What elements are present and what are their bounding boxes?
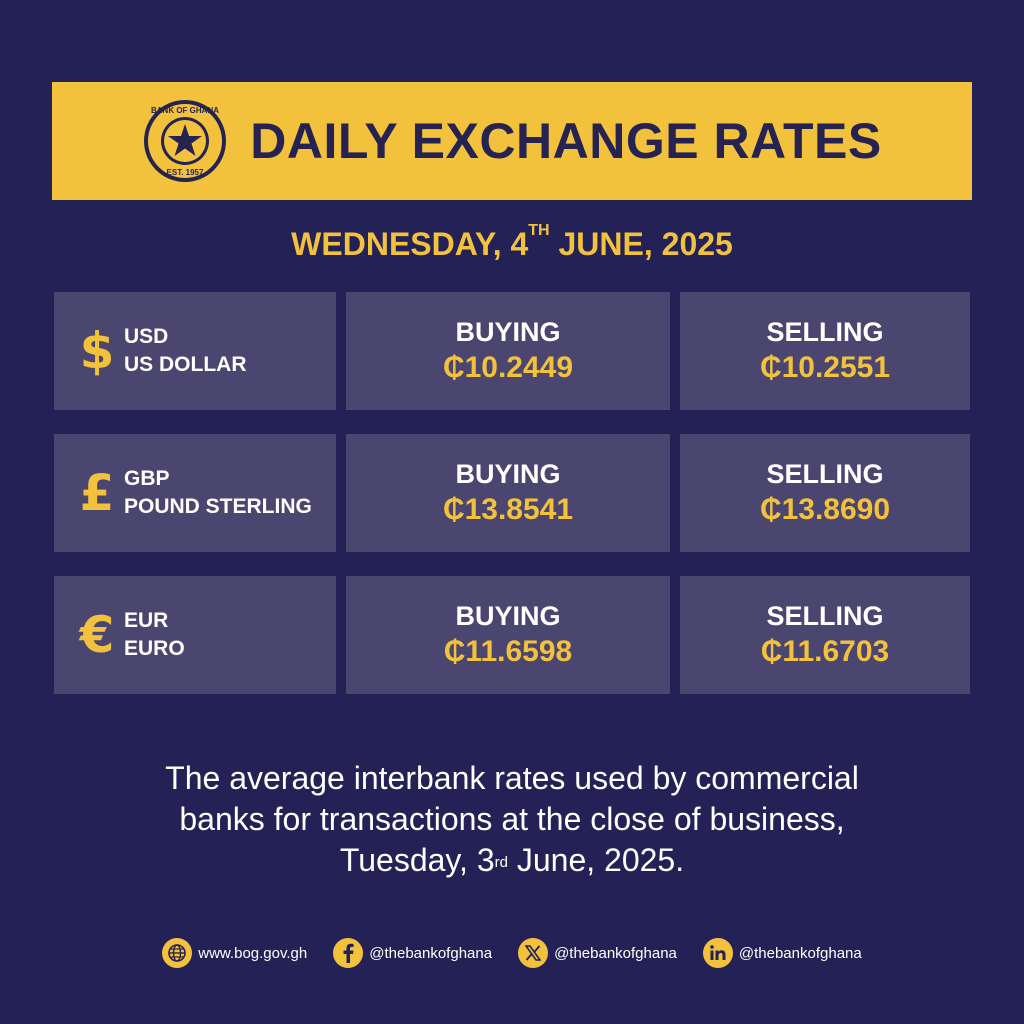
rates-date: WEDNESDAY, 4TH JUNE, 2025 xyxy=(291,222,733,262)
selling-label: SELLING xyxy=(766,459,884,489)
note-line-2: banks for transactions at the close of b… xyxy=(179,801,845,837)
currency-name: POUND STERLING xyxy=(124,495,312,518)
svg-text:BANK OF GHANA: BANK OF GHANA xyxy=(151,106,219,115)
website-text: www.bog.gov.gh xyxy=(198,944,308,962)
selling-label: SELLING xyxy=(766,601,884,631)
pound-icon: £ xyxy=(79,464,115,522)
linkedin-handle: @thebankofghana xyxy=(738,944,862,962)
note-line-1: The average interbank rates used by comm… xyxy=(165,760,859,796)
page-title: DAILY EXCHANGE RATES xyxy=(250,113,882,169)
usd-buying: BUYING ₵10.2449 xyxy=(346,292,670,410)
currency-name: EURO xyxy=(124,637,185,660)
gbp-selling: SELLING ₵13.8690 xyxy=(680,434,970,552)
facebook-icon xyxy=(333,938,364,968)
eur-selling: SELLING ₵11.6703 xyxy=(680,576,970,694)
x-link[interactable]: @thebankofghana xyxy=(518,938,677,968)
buying-rate: ₵11.6598 xyxy=(443,635,573,668)
bank-of-ghana-logo: BANK OF GHANA EST. 1957 xyxy=(142,98,228,184)
euro-icon: € xyxy=(79,606,115,664)
facebook-link[interactable]: @thebankofghana xyxy=(333,938,492,968)
currency-code: EUR xyxy=(124,609,169,632)
svg-text:EST. 1957: EST. 1957 xyxy=(167,168,204,177)
note-line-3: Tuesday, 3rd June, 2025. xyxy=(339,842,685,878)
currency-gbp: £ GBP POUND STERLING xyxy=(54,434,336,552)
website-link[interactable]: www.bog.gov.gh xyxy=(162,938,307,968)
usd-selling: SELLING ₵10.2551 xyxy=(680,292,970,410)
title-banner: BANK OF GHANA EST. 1957 DAILY EXCHANGE R… xyxy=(52,82,972,200)
selling-label: SELLING xyxy=(766,317,884,347)
currency-code: GBP xyxy=(124,467,170,490)
currency-usd: $ USD US DOLLAR xyxy=(54,292,336,410)
buying-label: BUYING xyxy=(455,601,561,631)
globe-icon xyxy=(162,938,193,968)
selling-rate: ₵13.8690 xyxy=(759,493,891,526)
currency-name: US DOLLAR xyxy=(124,353,247,376)
facebook-handle: @thebankofghana xyxy=(369,944,493,962)
x-handle: @thebankofghana xyxy=(554,944,677,962)
selling-rate: ₵11.6703 xyxy=(760,635,890,668)
linkedin-icon xyxy=(702,938,733,968)
footer-socials: www.bog.gov.gh @thebankofghana @thebanko… xyxy=(0,936,1024,970)
buying-label: BUYING xyxy=(455,317,561,347)
buying-rate: ₵10.2449 xyxy=(442,351,574,384)
buying-rate: ₵13.8541 xyxy=(442,493,574,526)
currency-eur: € EUR EURO xyxy=(54,576,336,694)
x-icon xyxy=(518,938,549,968)
rates-note: The average interbank rates used by comm… xyxy=(100,758,924,881)
linkedin-link[interactable]: @thebankofghana xyxy=(702,938,862,968)
gbp-buying: BUYING ₵13.8541 xyxy=(346,434,670,552)
eur-buying: BUYING ₵11.6598 xyxy=(346,576,670,694)
buying-label: BUYING xyxy=(455,459,561,489)
dollar-icon: $ xyxy=(79,322,115,380)
currency-code: USD xyxy=(124,325,169,348)
selling-rate: ₵10.2551 xyxy=(759,351,891,384)
